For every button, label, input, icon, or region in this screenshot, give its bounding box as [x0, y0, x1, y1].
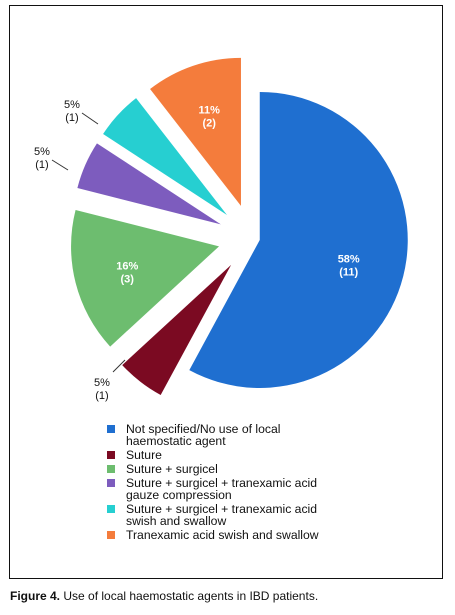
- pie-slice: [150, 57, 241, 206]
- pie-chart: 58%(11)5%(1)16%(3)5%(1)5%(1)11%(2): [34, 57, 408, 402]
- slice-percent-label: 58%: [338, 253, 360, 265]
- figure-caption: Figure 4. Use of local haemostatic agent…: [10, 589, 318, 603]
- legend-swatch: [107, 465, 115, 473]
- caption-text: Use of local haemostatic agents in IBD p…: [60, 589, 319, 603]
- slice-count-label: (11): [339, 266, 358, 278]
- legend-label: Suture: [126, 448, 162, 462]
- pie-slice: [122, 264, 232, 395]
- legend-item: Suture + surgicel + tranexamic acid swis…: [107, 503, 437, 527]
- slice-count-label: (1): [35, 159, 48, 171]
- legend-swatch: [107, 531, 115, 539]
- slice-percent-label: 5%: [64, 99, 80, 111]
- legend-label: Suture + surgicel: [126, 462, 218, 476]
- caption-prefix: Figure 4.: [10, 589, 61, 603]
- slice-count-label: (2): [203, 117, 217, 129]
- leader-line: [81, 112, 99, 125]
- slice-count-label: (1): [95, 390, 108, 402]
- slice-percent-label: 5%: [34, 146, 50, 158]
- legend-swatch: [107, 479, 115, 487]
- legend-label: Suture + surgicel + tranexamic acid swis…: [126, 502, 318, 528]
- slice-count-label: (3): [120, 274, 134, 286]
- slice-percent-label: 11%: [199, 104, 221, 116]
- slice-percent-label: 5%: [94, 377, 110, 389]
- leader-line: [112, 359, 126, 373]
- legend-swatch: [107, 425, 115, 433]
- slice-percent-label: 16%: [116, 261, 138, 273]
- pie-slice: [77, 143, 221, 225]
- pie-slice: [189, 91, 408, 388]
- legend-item: Tranexamic acid swish and swallow: [107, 529, 437, 541]
- pie-slice: [71, 210, 220, 347]
- legend-swatch: [107, 505, 115, 513]
- legend-label: Tranexamic acid swish and swallow: [126, 528, 319, 542]
- legend-item: Not specified/No use of local haemostati…: [107, 423, 437, 447]
- legend-item: Suture + surgicel + tranexamic acid gauz…: [107, 477, 437, 501]
- legend-item: Suture: [107, 449, 437, 461]
- leader-line: [51, 159, 69, 171]
- legend-label: Suture + surgicel + tranexamic acid gauz…: [126, 476, 318, 502]
- chart-legend: Not specified/No use of local haemostati…: [107, 423, 437, 543]
- legend-label: Not specified/No use of local haemostati…: [126, 422, 281, 448]
- legend-item: Suture + surgicel: [107, 463, 437, 475]
- legend-swatch: [107, 451, 115, 459]
- slice-count-label: (1): [65, 112, 78, 124]
- pie-slice: [103, 98, 227, 215]
